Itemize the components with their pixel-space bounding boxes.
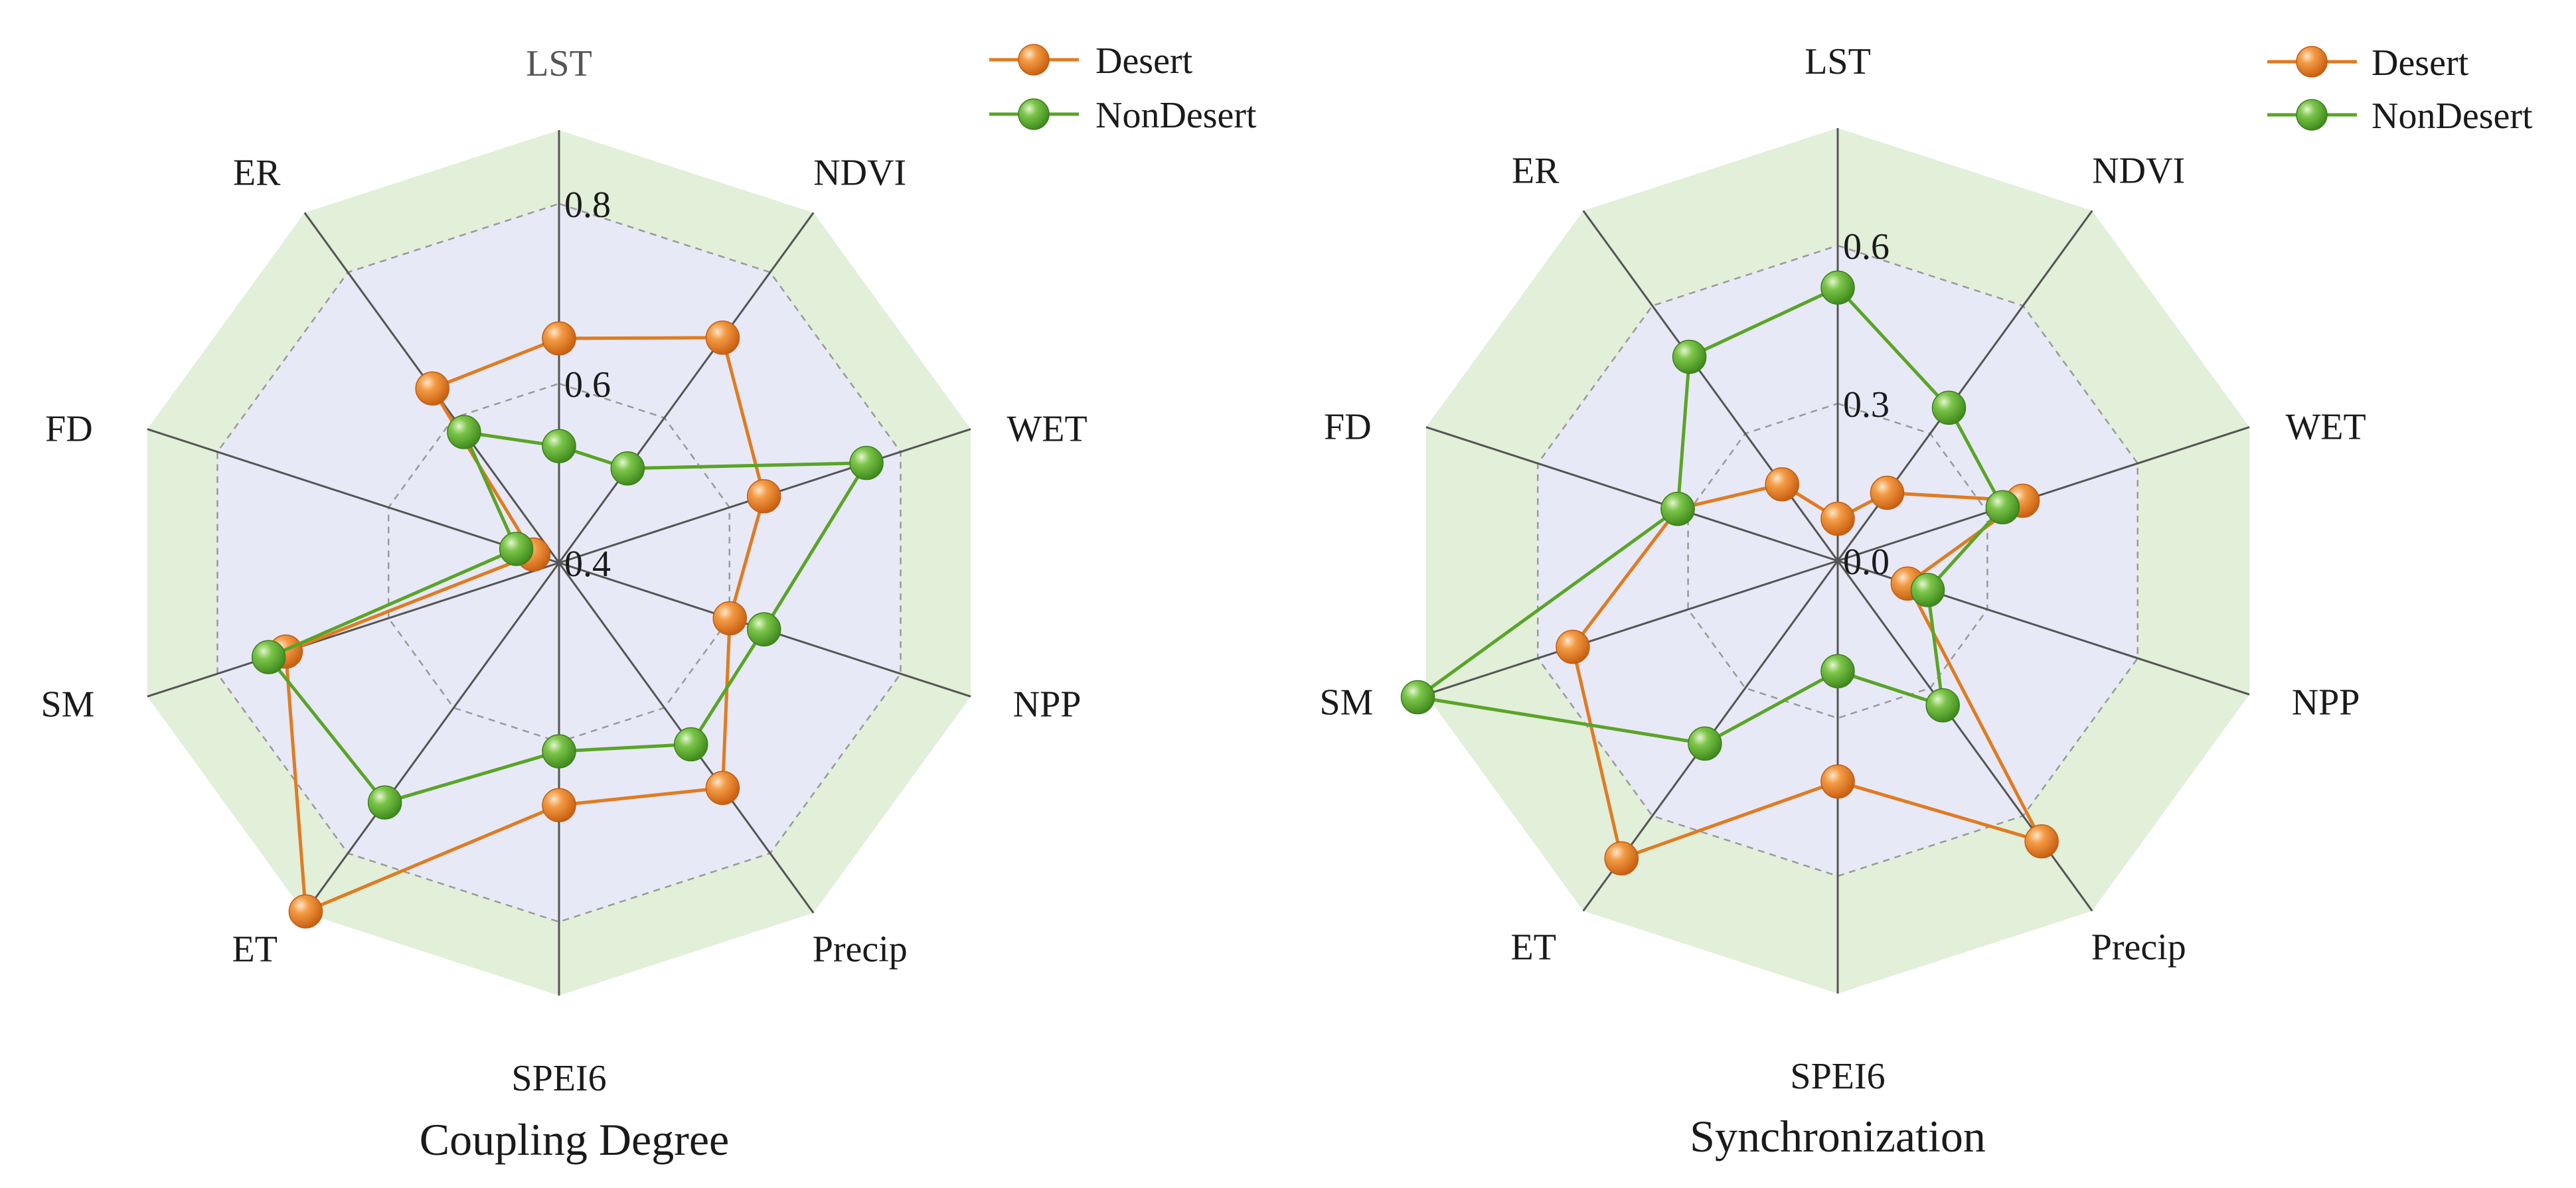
axis-label-et: ET	[1511, 927, 1556, 968]
desert-point-lst	[542, 321, 576, 356]
nondesert-point-er	[447, 415, 481, 449]
legend: Desert NonDesert	[2267, 42, 2533, 137]
axis-label-fd: FD	[45, 409, 93, 450]
radar-spoke	[147, 561, 560, 698]
desert-point-precip	[705, 771, 740, 805]
axis-label-sm: SM	[1319, 682, 1373, 723]
radar-spoke	[1425, 559, 1838, 696]
nondesert-point-et	[367, 785, 402, 820]
radar-spoke	[1582, 210, 1839, 561]
synchronization-radar: 0.0 0.3 0.6 LST NDVI WET NPP Precip SPEI6 ET SM FD…	[1319, 41, 2533, 1161]
axis-label-npp: NPP	[1013, 684, 1082, 725]
legend-desert-label: Desert	[2372, 42, 2469, 84]
legend-nondesert-label: NonDesert	[1095, 95, 1257, 136]
radar-series	[1400, 270, 2059, 876]
legend: Desert NonDesert	[989, 40, 1257, 136]
radar-axis-labels: LST NDVI WET NPP Precip SPEI6 ET SM FD ER	[40, 43, 1087, 1099]
nondesert-point-ndvi	[1931, 390, 1967, 425]
tick-label: 0.0	[1843, 542, 1890, 583]
desert-point-er	[1765, 467, 1799, 502]
axis-label-sm: SM	[40, 684, 94, 725]
nondesert-point-wet	[1985, 490, 2020, 525]
legend-desert-marker	[1018, 44, 1050, 76]
desert-point-er	[415, 371, 449, 406]
nondesert-point-wet	[849, 445, 884, 481]
radar-tick-labels: 0.4 0.6 0.8	[564, 185, 611, 585]
nondesert-point-fd	[1660, 491, 1695, 526]
tick-label: 0.3	[1843, 384, 1890, 425]
axis-label-spei6: SPEI6	[1790, 1056, 1885, 1097]
coupling-degree-radar: 0.4 0.6 0.8 LST NDVI WET NPP Precip SPEI6 ET SM FD…	[40, 40, 1257, 1165]
legend-desert-marker	[2296, 46, 2328, 78]
desert-point-precip	[2024, 824, 2059, 859]
tick-label: 0.6	[564, 364, 611, 406]
axis-label-wet: WET	[1006, 409, 1087, 450]
axis-label-wet: WET	[2285, 407, 2366, 448]
axis-label-spei6: SPEI6	[511, 1058, 606, 1099]
desert-point-spei6	[1820, 764, 1855, 799]
axis-label-lst: LST	[526, 43, 592, 84]
desert-point-wet	[746, 479, 781, 514]
axis-label-npp: NPP	[2292, 682, 2360, 723]
nondesert-point-spei6	[1820, 654, 1855, 688]
nondesert-point-npp	[1910, 573, 1945, 607]
axis-label-ndvi: NDVI	[813, 153, 906, 194]
radar-series	[251, 321, 884, 928]
radar-tick-labels: 0.0 0.3 0.6	[1843, 226, 1890, 583]
nondesert-point-sm	[251, 640, 286, 674]
radar-spoke	[1425, 426, 1838, 562]
tick-label: 0.6	[1843, 226, 1890, 267]
axis-label-precip: Precip	[813, 928, 908, 970]
legend-nondesert-marker	[2296, 99, 2328, 131]
panel-title: Coupling Degree	[420, 1114, 729, 1165]
nondesert-point-npp	[746, 612, 781, 647]
nondesert-point-lst	[1820, 270, 1855, 305]
axis-label-er: ER	[1512, 151, 1560, 192]
radar-spoke	[147, 428, 560, 564]
nondesert-point-spei6	[542, 734, 576, 769]
axis-label-precip: Precip	[2091, 927, 2186, 968]
nondesert-point-precip	[1925, 688, 1960, 723]
tick-label: 0.4	[564, 544, 611, 585]
radar-axis-labels: LST NDVI WET NPP Precip SPEI6 ET SM FD ER	[1319, 41, 2366, 1097]
tick-label: 0.8	[564, 185, 611, 226]
desert-point-lst	[1820, 501, 1855, 536]
desert-point-et	[288, 894, 323, 928]
desert-point-npp	[712, 601, 748, 636]
legend-desert-label: Desert	[1095, 40, 1193, 82]
nondesert-point-sm	[1400, 680, 1435, 715]
nondesert-point-precip	[673, 727, 708, 762]
legend-nondesert-label: NonDesert	[2372, 96, 2533, 137]
desert-point-spei6	[542, 788, 576, 822]
desert-point-ndvi	[705, 321, 740, 355]
desert-point-ndvi	[1870, 475, 1905, 510]
axis-label-et: ET	[232, 928, 278, 970]
axis-label-ndvi: NDVI	[2092, 151, 2185, 192]
axis-label-er: ER	[233, 153, 281, 194]
axis-label-lst: LST	[1805, 41, 1871, 82]
radar-spoke	[1837, 426, 2250, 562]
legend-nondesert-marker	[1018, 98, 1050, 130]
panel-title: Synchronization	[1690, 1111, 1986, 1161]
desert-point-et	[1604, 841, 1639, 876]
nondesert-point-et	[1688, 726, 1722, 761]
radar-spoke	[558, 212, 815, 563]
radar-spoke	[303, 562, 560, 914]
desert-point-sm	[1556, 629, 1590, 664]
axis-label-fd: FD	[1324, 407, 1372, 448]
nondesert-point-fd	[499, 532, 534, 566]
nondesert-point-er	[1672, 339, 1707, 374]
nondesert-point-lst	[542, 429, 576, 463]
nondesert-point-ndvi	[610, 451, 645, 486]
